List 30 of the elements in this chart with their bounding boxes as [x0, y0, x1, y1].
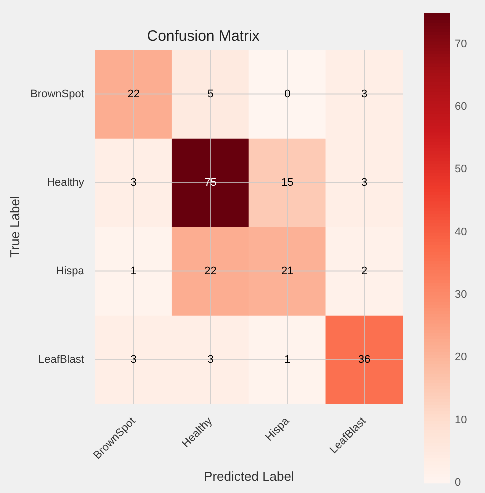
data-label: 5 [208, 88, 214, 100]
color-bar-label: 50 [455, 164, 468, 176]
data-label: 3 [361, 88, 368, 100]
data-label: 3 [130, 176, 137, 189]
data-label: 22 [128, 88, 140, 100]
x-axis-title: Predicted Label [204, 468, 294, 484]
color-bar-label: 20 [455, 352, 468, 364]
data-label: 2 [361, 265, 368, 278]
chart-title: Confusion Matrix [147, 28, 260, 46]
y-tick-label: Hispa [56, 265, 86, 278]
data-label: 36 [358, 354, 371, 366]
y-tick-label: Healthy [47, 176, 85, 189]
y-tick-label: BrownSpot [30, 88, 84, 100]
data-label: 21 [282, 265, 294, 278]
y-axis-title: True Label [7, 196, 22, 258]
y-tick-label: LeafBlast [38, 354, 84, 366]
data-label: 0 [284, 88, 291, 100]
data-label: 1 [284, 354, 291, 366]
data-label: 15 [282, 176, 294, 189]
data-label: 3 [130, 354, 137, 366]
data-label: 22 [204, 265, 217, 278]
data-label: 1 [130, 265, 137, 278]
color-bar-label: 40 [455, 226, 468, 238]
color-bar-label: 70 [455, 38, 468, 50]
data-label: 3 [361, 176, 368, 189]
color-bar-label: 0 [455, 477, 462, 490]
color-bar-label: 60 [455, 101, 468, 114]
color-bar-label: 30 [455, 289, 468, 302]
data-label: 3 [208, 354, 214, 366]
color-bar-label: 10 [455, 414, 468, 426]
